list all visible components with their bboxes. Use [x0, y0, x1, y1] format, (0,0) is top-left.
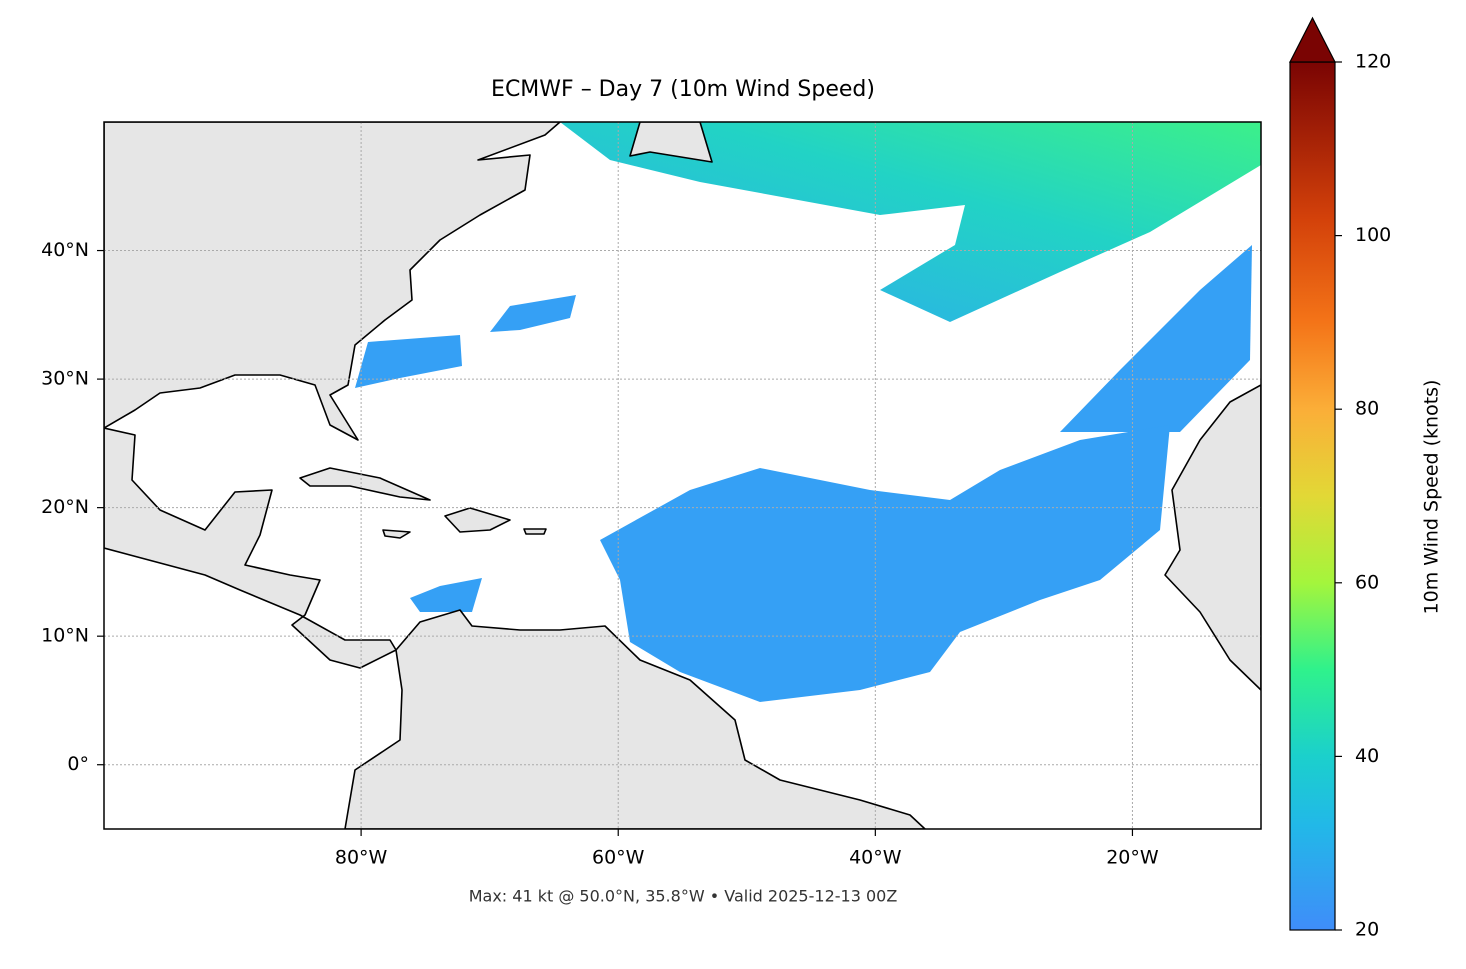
colorbar-tick-label: 80: [1355, 398, 1379, 420]
grid: [104, 122, 1261, 829]
landmass: [344, 609, 926, 829]
colorbar-tick-label: 20: [1355, 919, 1379, 941]
wind-field: [355, 122, 1261, 702]
wind-area: [410, 578, 482, 612]
landmass: [104, 122, 561, 441]
map: [104, 122, 1261, 829]
landmass: [104, 427, 397, 669]
y-tick-label: 0°: [67, 753, 89, 775]
colorbar-tick-label: 120: [1355, 51, 1391, 73]
x-tick-label: 20°W: [1106, 847, 1159, 869]
colorbar-tick-label: 100: [1355, 224, 1391, 246]
island: [444, 507, 511, 533]
island: [523, 528, 547, 535]
x-tick-label: 60°W: [592, 847, 645, 869]
x-tick-label: 80°W: [335, 847, 388, 869]
landmass: [1164, 384, 1261, 691]
land: [104, 122, 1261, 829]
y-tick-label: 40°N: [41, 239, 89, 261]
wind-area: [560, 122, 1261, 322]
wind-area: [1060, 245, 1252, 432]
colorbar-extend: [1289, 16, 1336, 63]
landmass: [629, 122, 713, 163]
x-tick-label: 40°W: [849, 847, 902, 869]
map-frame: [103, 121, 1262, 830]
colorbar-tick-label: 40: [1355, 745, 1379, 767]
wind-area: [600, 425, 1170, 702]
chart-title: ECMWF – Day 7 (10m Wind Speed): [491, 77, 875, 102]
wind-area: [490, 295, 576, 332]
colorbar-label: 10m Wind Speed (knots): [1421, 380, 1443, 615]
y-tick-label: 30°N: [41, 368, 89, 390]
colorbar: [1289, 61, 1336, 931]
colorbar-tick-label: 60: [1355, 571, 1379, 593]
y-tick-label: 20°N: [41, 496, 89, 518]
island: [299, 467, 431, 501]
wind-area: [355, 335, 462, 388]
footnote: Max: 41 kt @ 50.0°N, 35.8°W • Valid 2025…: [469, 887, 898, 906]
island: [382, 529, 411, 539]
y-tick-label: 10°N: [41, 625, 89, 647]
